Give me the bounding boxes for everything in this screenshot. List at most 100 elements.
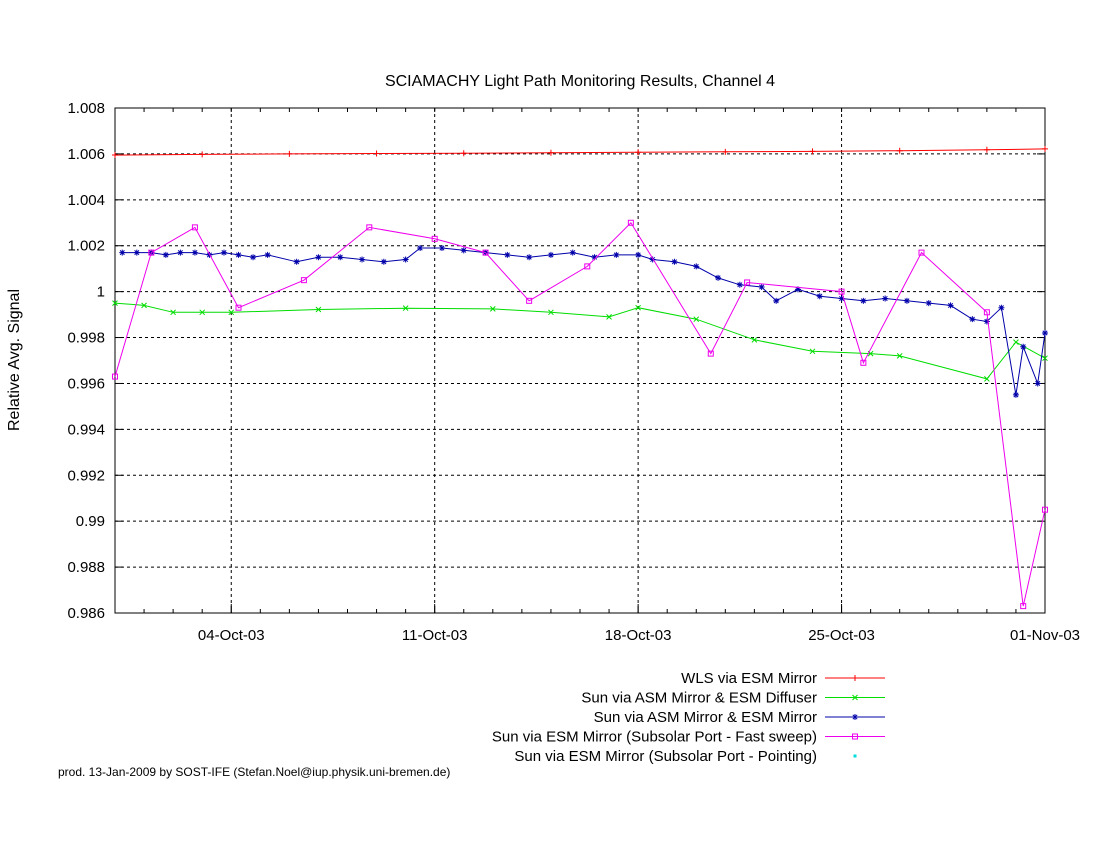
series-line (114, 221, 1046, 607)
data-point (547, 251, 554, 258)
data-point (1012, 391, 1019, 398)
data-point (627, 219, 634, 226)
data-point (983, 309, 990, 316)
data-point (947, 302, 954, 309)
data-point (199, 151, 206, 158)
data-point (983, 318, 990, 325)
data-point (969, 316, 976, 323)
data-point (984, 376, 990, 382)
legend-label: Sun via ASM Mirror & ESM Diffuser (581, 690, 817, 707)
legend-marker (852, 675, 858, 681)
data-point (220, 249, 227, 256)
data-point (736, 281, 743, 288)
data-point (337, 254, 344, 261)
data-point (228, 309, 235, 316)
data-point (402, 256, 409, 263)
y-tick-label: 1.008 (67, 100, 105, 117)
footer-text: prod. 13-Jan-2009 by SOST-IFE (Stefan.No… (58, 765, 450, 779)
data-point (286, 150, 293, 157)
data-point (896, 353, 903, 359)
data-point (148, 249, 155, 256)
series-1 (112, 300, 1048, 382)
legend-marker (852, 714, 858, 720)
data-point (809, 348, 816, 355)
legend-label: Sun via ASM Mirror & ESM Mirror (594, 709, 817, 726)
data-point (693, 263, 700, 270)
data-point (744, 279, 751, 286)
data-point (112, 152, 118, 159)
data-point (112, 373, 118, 380)
series-2 (119, 245, 1048, 398)
data-point (264, 251, 271, 258)
y-tick-label: 0.994 (67, 421, 105, 438)
data-point (373, 150, 380, 157)
x-tick-label: 11-Oct-03 (402, 627, 468, 644)
data-point (199, 309, 206, 316)
data-point (1042, 355, 1048, 362)
data-point (1020, 603, 1027, 610)
y-tick-label: 1.002 (67, 238, 105, 255)
data-point (170, 309, 176, 316)
data-point (141, 302, 147, 309)
y-tick-label: 1.004 (67, 192, 105, 209)
data-point (715, 274, 722, 281)
y-tick-label: 1 (97, 284, 105, 301)
data-point (606, 314, 612, 320)
legend-label: WLS via ESM Mirror (681, 670, 817, 687)
data-point (380, 258, 387, 265)
legend-label: Sun via ESM Mirror (Subsolar Port - Poin… (514, 748, 817, 765)
data-point (693, 316, 700, 323)
data-point (460, 247, 467, 254)
data-point (315, 254, 322, 261)
x-tick-label: 25-Oct-03 (808, 627, 875, 644)
data-point (119, 249, 126, 256)
data-point (983, 146, 990, 153)
data-point (794, 286, 801, 293)
data-point (438, 245, 445, 252)
data-point (1013, 339, 1019, 345)
data-point (300, 277, 307, 284)
series-line (114, 302, 1046, 380)
data-point (1042, 506, 1048, 513)
legend-label: Sun via ESM Mirror (Subsolar Port - Fast… (492, 729, 817, 746)
data-point (838, 295, 845, 302)
series-line (114, 148, 1046, 156)
axis-ticks: 1.008 1.006 1.004 1.002 1 0.998 0.996 0.994 0.99… (67, 100, 1080, 644)
y-tick-label: 0.986 (67, 605, 105, 622)
data-point (809, 148, 816, 155)
data-point (758, 284, 765, 291)
data-point (882, 295, 889, 302)
data-point (293, 258, 300, 265)
data-point (235, 304, 242, 311)
data-point (526, 254, 533, 261)
chart-title: SCIAMACHY Light Path Monitoring Results,… (385, 73, 775, 90)
data-point (613, 251, 620, 258)
y-tick-label: 0.992 (67, 467, 105, 484)
data-point (925, 300, 932, 307)
data-point (635, 149, 642, 156)
series-line (122, 247, 1046, 395)
data-point (635, 304, 641, 311)
data-point (896, 147, 903, 154)
data-point (112, 300, 118, 306)
data-point (816, 293, 823, 300)
data-point (489, 305, 496, 312)
data-point (250, 254, 257, 261)
y-axis-label: Relative Avg. Signal (6, 289, 23, 431)
y-tick-label: 0.988 (67, 559, 105, 576)
data-point (707, 350, 714, 357)
data-point (547, 149, 554, 156)
data-point (235, 251, 242, 258)
data-point (191, 249, 198, 256)
data-point (417, 245, 424, 252)
plot-frame (114, 107, 1046, 614)
data-point (1042, 145, 1048, 152)
data-point (504, 251, 511, 258)
data-point (402, 305, 409, 312)
data-point (526, 297, 533, 304)
data-point (1034, 380, 1041, 387)
x-tick-label: 01-Nov-03 (1010, 627, 1080, 644)
series-0 (112, 145, 1048, 159)
data-point (918, 249, 925, 256)
data-point (635, 251, 642, 258)
